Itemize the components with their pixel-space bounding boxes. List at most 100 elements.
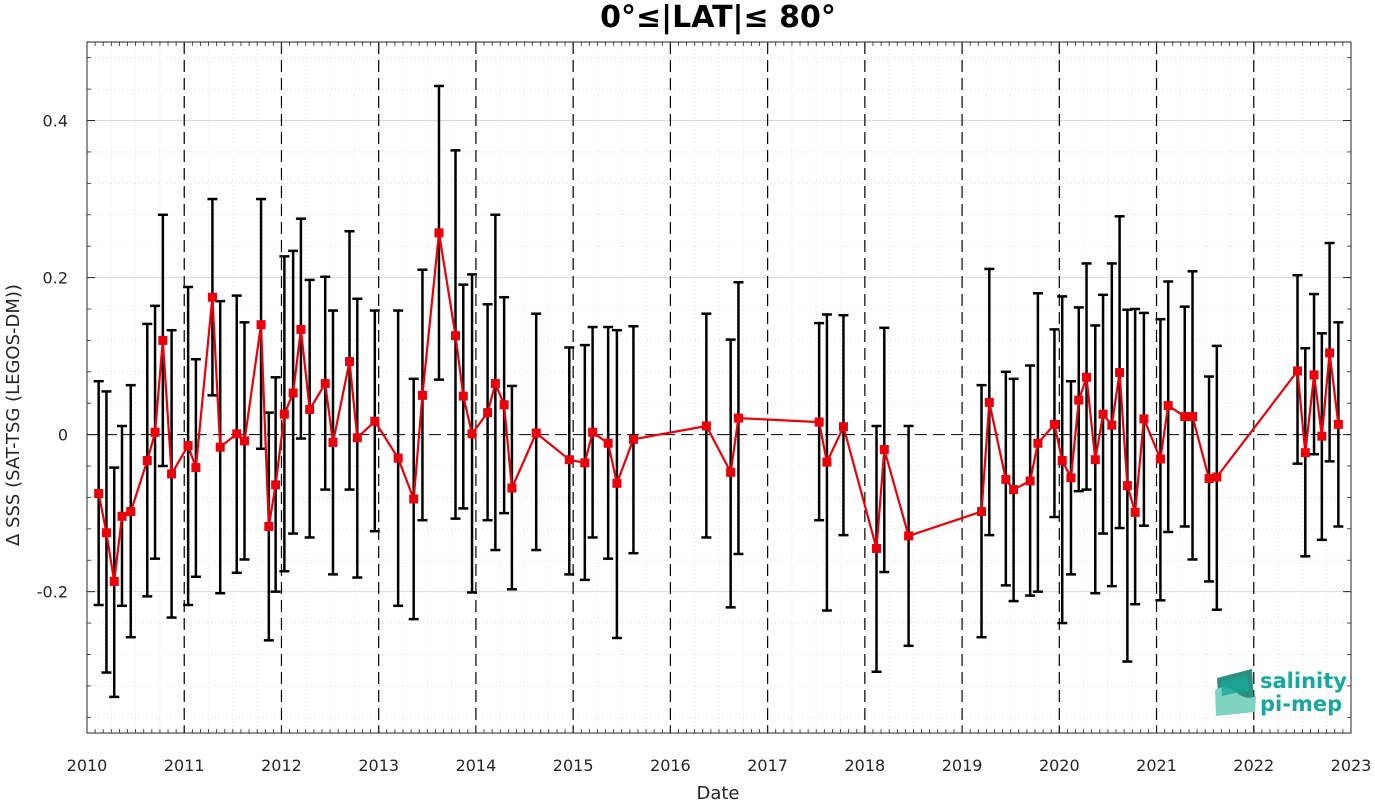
data-point <box>142 456 152 466</box>
data-point <box>264 521 274 531</box>
data-point <box>328 437 338 447</box>
data-point <box>612 478 622 488</box>
x-tick-label: 2013 <box>358 756 399 775</box>
axis-ticks <box>86 42 1352 733</box>
y-tick-label: 0 <box>58 426 68 445</box>
y-tick-label: 0.4 <box>43 112 68 131</box>
data-point <box>370 416 380 426</box>
x-tick-label: 2014 <box>456 756 497 775</box>
data-point <box>879 445 889 455</box>
error-bar <box>1130 307 1141 606</box>
data-point <box>109 576 119 586</box>
data-point <box>1155 454 1165 464</box>
data-point <box>101 528 111 538</box>
x-tick-label: 2011 <box>164 756 205 775</box>
logo-text-pi-mep: pi-mep <box>1260 692 1342 716</box>
data-point <box>1090 455 1100 465</box>
data-point <box>191 463 201 473</box>
data-point <box>1130 507 1140 517</box>
data-point <box>1333 419 1343 429</box>
y-axis-label: Δ SSS (SAT-TSG (LEGOS-DM)) <box>3 284 24 546</box>
data-point <box>1066 473 1076 483</box>
data-point <box>499 400 509 410</box>
data-point <box>822 457 832 467</box>
data-point <box>150 427 160 437</box>
data-point <box>352 433 362 443</box>
data-point <box>434 228 444 238</box>
chart-title: 0°≤|LAT|≤ 80° <box>600 0 836 35</box>
x-tick-label: 2020 <box>1039 756 1080 775</box>
data-point <box>240 436 250 446</box>
data-point <box>838 422 848 432</box>
x-tick-label: 2023 <box>1331 756 1372 775</box>
data-point <box>733 413 743 423</box>
data-point <box>393 453 403 463</box>
data-point <box>1107 420 1117 430</box>
data-point <box>94 489 104 499</box>
data-point <box>232 429 242 439</box>
logo-wave-icon <box>1215 669 1256 716</box>
data-point <box>1293 366 1303 376</box>
reference-lines <box>87 42 1351 733</box>
logo-text-salinity: salinity <box>1260 669 1347 693</box>
data-point <box>117 511 127 521</box>
x-tick-label: 2016 <box>650 756 691 775</box>
data-points <box>94 228 1343 586</box>
data-point <box>167 469 177 479</box>
data-point <box>490 379 500 389</box>
data-point <box>1139 414 1149 424</box>
data-point <box>1188 412 1198 422</box>
data-point <box>977 507 987 517</box>
data-point <box>207 292 217 302</box>
data-point <box>271 480 281 490</box>
data-point <box>1317 431 1327 441</box>
data-point <box>1325 348 1335 358</box>
salinity-pi-mep-logo: salinity pi-mep <box>1215 669 1347 716</box>
data-point <box>564 455 574 465</box>
y-tick-label: 0.2 <box>43 269 68 288</box>
y-tick-label: -0.2 <box>37 583 68 602</box>
data-point <box>588 427 598 437</box>
x-tick-label: 2015 <box>553 756 594 775</box>
data-point <box>1122 481 1132 491</box>
data-point <box>1212 472 1222 482</box>
data-point <box>1309 370 1319 380</box>
data-point <box>1033 438 1043 448</box>
data-point <box>409 494 419 504</box>
data-point <box>603 438 613 448</box>
data-point <box>1001 474 1011 484</box>
x-tick-label: 2017 <box>747 756 788 775</box>
data-point <box>1025 476 1035 486</box>
data-point <box>345 357 355 367</box>
data-point <box>1049 419 1059 429</box>
x-axis-label: Date <box>696 783 739 801</box>
y-tick-labels: -0.2 0 0.2 0.4 <box>37 112 68 602</box>
data-point <box>458 391 468 401</box>
data-point <box>701 421 711 431</box>
x-tick-labels: 2010 2011 2012 2013 2014 2015 2016 2017 2018 2019… <box>67 756 1372 775</box>
x-tick-label: 2021 <box>1136 756 1177 775</box>
data-point <box>305 404 315 414</box>
data-point <box>126 507 136 517</box>
data-point <box>158 335 168 345</box>
x-tick-label: 2010 <box>67 756 108 775</box>
data-point <box>296 324 306 334</box>
data-point <box>984 397 994 407</box>
data-point <box>531 428 541 438</box>
x-tick-label: 2022 <box>1233 756 1274 775</box>
data-point <box>1180 412 1190 422</box>
data-point <box>417 390 427 400</box>
data-point <box>1163 401 1173 411</box>
data-point <box>256 320 266 330</box>
data-point <box>279 409 289 419</box>
data-point <box>1115 368 1125 378</box>
data-point <box>726 467 736 477</box>
data-point <box>580 458 590 468</box>
data-point <box>1009 485 1019 495</box>
grid <box>87 42 1351 733</box>
data-point <box>814 417 824 427</box>
data-point <box>1082 372 1092 382</box>
data-point <box>1098 409 1108 419</box>
data-point <box>872 543 882 553</box>
